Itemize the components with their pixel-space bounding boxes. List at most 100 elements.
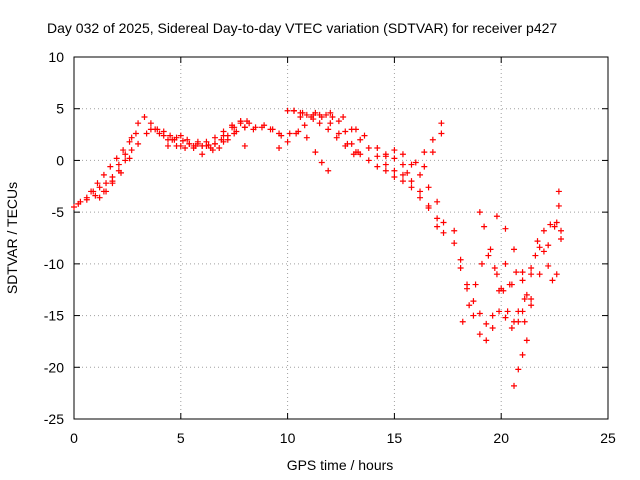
data-point — [528, 296, 535, 303]
data-point — [399, 151, 406, 158]
data-point — [333, 134, 340, 141]
data-point — [502, 260, 509, 267]
data-point — [224, 136, 231, 143]
data-point — [143, 130, 150, 137]
data-point — [523, 291, 530, 298]
data-point — [301, 122, 308, 129]
series-s5 — [147, 124, 248, 152]
plot-frame — [73, 56, 609, 420]
data-point — [88, 188, 95, 195]
data-point — [237, 118, 244, 125]
data-point — [352, 126, 359, 133]
data-point — [451, 240, 458, 247]
data-point — [528, 264, 535, 271]
data-point — [506, 281, 513, 288]
series-s10 — [252, 122, 332, 174]
y-tick-label: 5 — [56, 101, 64, 117]
data-point — [504, 308, 511, 315]
data-point — [417, 188, 424, 195]
data-point — [357, 151, 364, 158]
data-point — [470, 298, 477, 305]
series-s16 — [382, 147, 447, 226]
grid-lines — [74, 57, 608, 419]
data-point — [502, 314, 509, 321]
data-point — [382, 167, 389, 174]
data-point — [391, 167, 398, 174]
data-point — [156, 130, 163, 137]
data-point — [177, 132, 184, 139]
data-point — [211, 140, 218, 147]
data-point — [374, 163, 381, 170]
x-axis: 0 5 10 15 20 25 — [70, 57, 616, 446]
data-point — [100, 171, 107, 178]
data-point — [122, 157, 129, 164]
data-point — [483, 337, 490, 344]
data-point — [487, 246, 494, 253]
data-point — [276, 145, 283, 152]
data-point — [83, 196, 90, 203]
data-point — [408, 161, 415, 168]
data-point — [184, 136, 191, 143]
series-s3 — [88, 130, 139, 195]
data-point — [374, 153, 381, 160]
data-point — [528, 302, 535, 309]
data-point — [122, 151, 129, 158]
data-point — [179, 137, 186, 144]
data-point — [478, 260, 485, 267]
data-point — [365, 157, 372, 164]
data-point — [135, 120, 142, 127]
data-point — [135, 140, 142, 147]
chart-title: Day 032 of 2025, Sidereal Day-to-day VTE… — [47, 20, 557, 36]
data-point — [186, 140, 193, 147]
series-s24 — [519, 244, 560, 315]
y-tick-label: 10 — [48, 49, 64, 65]
data-point — [540, 227, 547, 234]
data-point — [521, 318, 528, 325]
data-point — [173, 142, 180, 149]
data-point — [318, 113, 325, 120]
data-point — [451, 227, 458, 234]
data-point — [128, 134, 135, 141]
data-point — [316, 120, 323, 127]
data-point — [365, 145, 372, 152]
data-point — [361, 132, 368, 139]
data-point — [558, 227, 565, 234]
data-point — [457, 264, 464, 271]
data-point — [241, 142, 248, 149]
data-point — [493, 213, 500, 220]
data-point — [297, 113, 304, 120]
data-point — [481, 223, 488, 230]
data-point — [417, 194, 424, 201]
data-point — [231, 130, 238, 137]
data-point — [434, 198, 441, 205]
data-point — [511, 318, 518, 325]
data-point — [429, 136, 436, 143]
data-point — [115, 167, 122, 174]
data-point — [412, 159, 419, 166]
x-axis-label: GPS time / hours — [287, 457, 394, 473]
y-axis-label: SDTVAR / TECUs — [4, 182, 20, 294]
data-point — [92, 192, 99, 199]
y-tick-label: -10 — [44, 256, 64, 272]
data-point — [421, 149, 428, 156]
data-point — [199, 151, 206, 158]
data-point — [483, 320, 490, 327]
y-tick-label: -15 — [44, 308, 64, 324]
data-point — [241, 124, 248, 131]
data-point — [342, 128, 349, 135]
data-point — [391, 155, 398, 162]
data-point — [399, 161, 406, 168]
data-point — [521, 296, 528, 303]
data-point — [555, 188, 562, 195]
data-points — [71, 107, 565, 389]
series-s27 — [297, 109, 368, 139]
data-point — [513, 269, 520, 276]
data-point — [464, 281, 471, 288]
data-point — [211, 134, 218, 141]
series-s6 — [164, 132, 197, 149]
data-point — [120, 147, 127, 154]
data-point — [323, 111, 330, 118]
data-point — [545, 262, 552, 269]
series-s18 — [421, 130, 445, 170]
series-s7 — [194, 118, 253, 147]
